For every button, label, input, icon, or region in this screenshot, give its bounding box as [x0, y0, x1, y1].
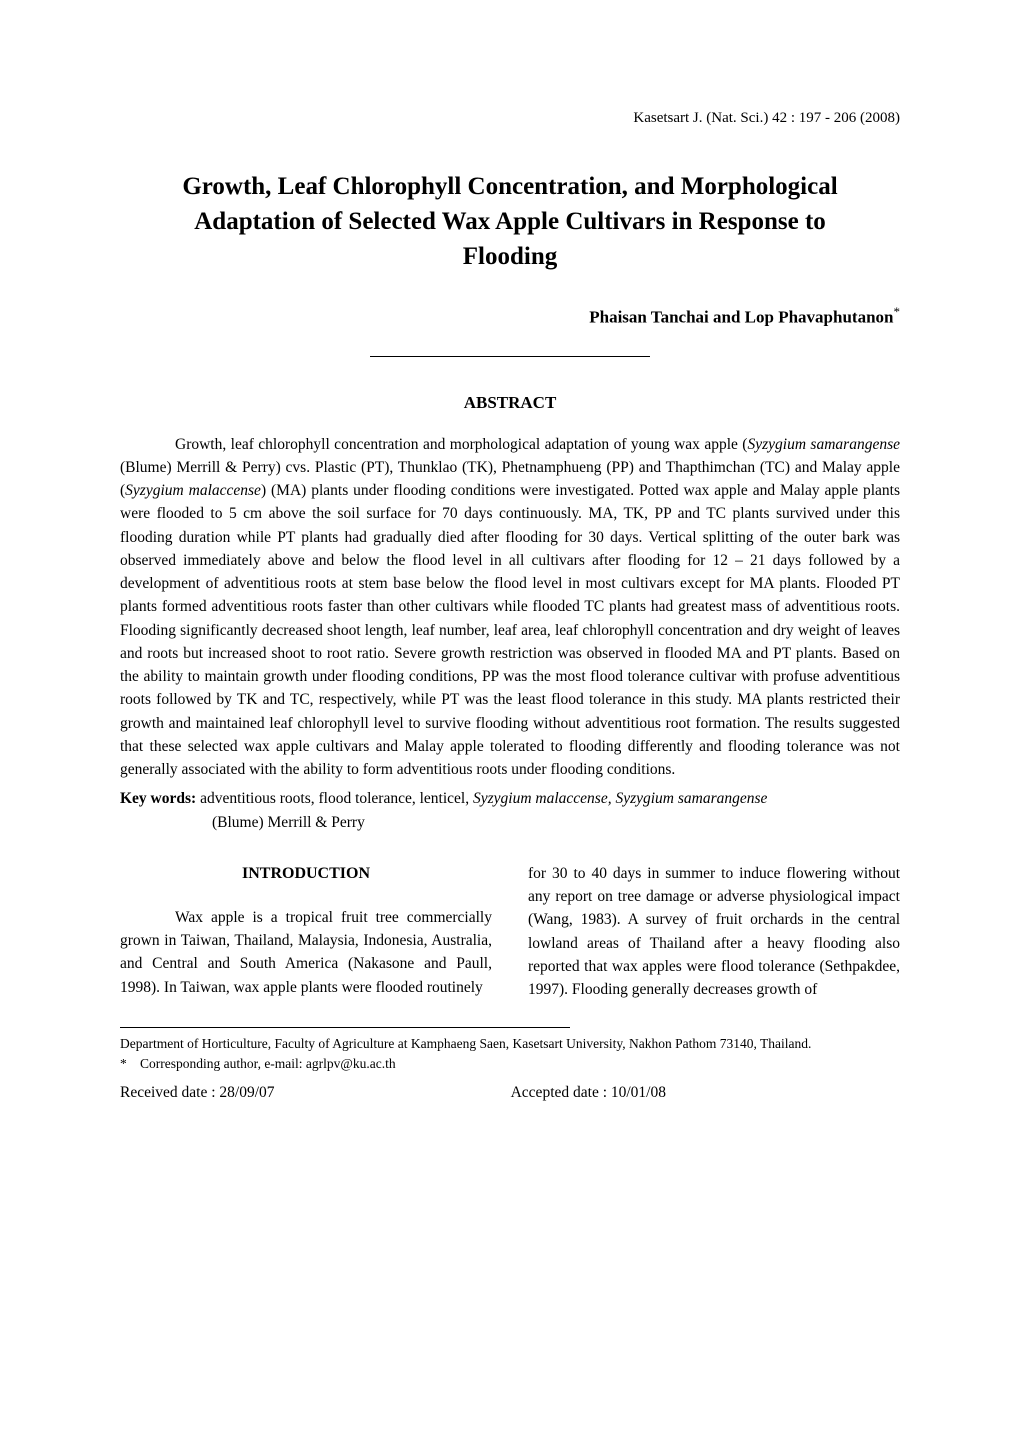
authors-asterisk: *	[894, 304, 901, 319]
corresponding-author: *Corresponding author, e-mail: agrlpv@ku…	[120, 1054, 900, 1074]
keywords: Key words: adventitious roots, flood tol…	[120, 787, 900, 834]
body-columns: INTRODUCTION Wax apple is a tropical fru…	[120, 862, 900, 1002]
keywords-text-b: (Blume) Merrill & Perry	[120, 814, 365, 831]
keywords-label: Key words:	[120, 790, 196, 807]
corresponding-text: Corresponding author, e-mail: agrlpv@ku.…	[140, 1056, 396, 1071]
title-line-2: Adaptation of Selected Wax Apple Cultiva…	[194, 208, 826, 235]
received-date: Received date : 28/09/07	[120, 1084, 275, 1102]
abstract-heading: ABSTRACT	[120, 393, 900, 413]
title-line-3: Flooding	[463, 243, 557, 270]
authors-names: Phaisan Tanchai and Lop Phavaphutanon	[589, 308, 893, 327]
intro-paragraph-right: for 30 to 40 days in summer to induce fl…	[528, 862, 900, 1002]
keywords-italic: Syzygium malaccense, Syzygium samarangen…	[473, 790, 767, 807]
abstract-text-a: Growth, leaf chlorophyll concentration a…	[175, 436, 747, 453]
abstract-text-c: ) (MA) plants under flooding conditions …	[120, 482, 900, 778]
dates-row: Received date : 28/09/07 Accepted date :…	[120, 1084, 666, 1102]
title-divider	[370, 356, 650, 357]
article-title: Growth, Leaf Chlorophyll Concentration, …	[120, 169, 900, 274]
intro-paragraph-left: Wax apple is a tropical fruit tree comme…	[120, 906, 492, 999]
journal-header: Kasetsart J. (Nat. Sci.) 42 : 197 - 206 …	[120, 110, 900, 127]
affiliation: Department of Horticulture, Faculty of A…	[120, 1034, 900, 1054]
left-column: INTRODUCTION Wax apple is a tropical fru…	[120, 862, 492, 1002]
footer-divider	[120, 1027, 570, 1028]
title-line-1: Growth, Leaf Chlorophyll Concentration, …	[182, 173, 837, 200]
accepted-date: Accepted date : 10/01/08	[511, 1084, 666, 1102]
authors: Phaisan Tanchai and Lop Phavaphutanon*	[120, 304, 900, 328]
abstract-paragraph: Growth, leaf chlorophyll concentration a…	[120, 433, 900, 782]
introduction-heading: INTRODUCTION	[120, 862, 492, 886]
keywords-text-a: adventitious roots, flood tolerance, len…	[196, 790, 473, 807]
corresponding-asterisk: *	[120, 1054, 140, 1074]
abstract-species-1: Syzygium samarangense	[747, 436, 900, 453]
right-column: for 30 to 40 days in summer to induce fl…	[528, 862, 900, 1002]
abstract-species-2: Syzygium malaccense	[125, 482, 261, 499]
